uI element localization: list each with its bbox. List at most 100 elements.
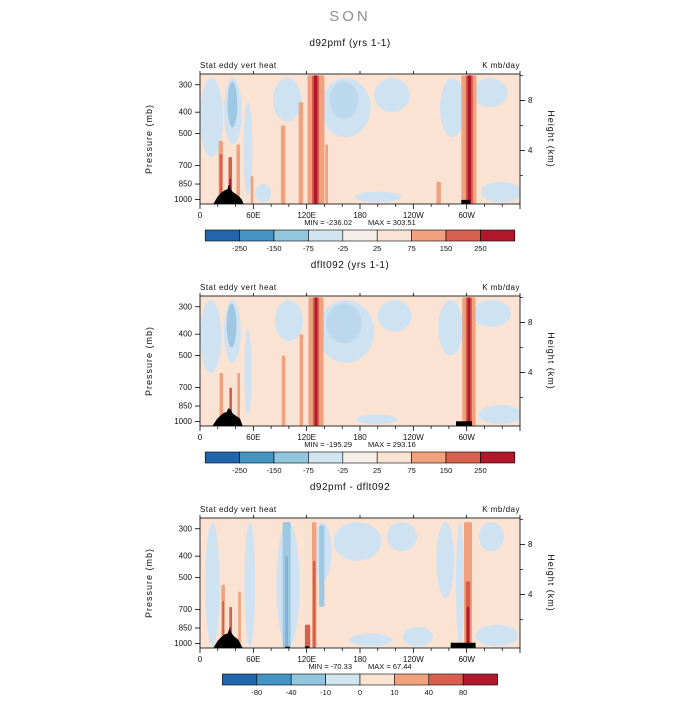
contour-feature xyxy=(480,181,520,203)
pressure-tick-label: 300 xyxy=(179,524,193,533)
contour-field xyxy=(200,297,520,426)
pressure-tick-label: 500 xyxy=(179,129,193,138)
pressure-tick-label: 700 xyxy=(179,605,193,614)
contour-feature xyxy=(456,522,464,647)
colorbar-segment xyxy=(204,229,240,242)
colorbar-tick-label: 250 xyxy=(474,244,487,253)
contour-feature xyxy=(219,153,223,204)
contour-feature xyxy=(244,329,252,416)
contour-feature xyxy=(349,633,392,647)
panel-d92pmf: d92pmf (yrs 1-1) 0 60E 120E 180 120W 60W 300 40… xyxy=(0,36,700,258)
colorbar-segment xyxy=(273,451,309,464)
x-tick-label: 120E xyxy=(297,655,316,664)
contour-feature xyxy=(299,334,304,426)
contour-feature xyxy=(467,75,472,204)
contour-feature xyxy=(377,300,412,332)
panel-title: d92pmf (yrs 1-1) xyxy=(309,38,391,49)
min-label: MIN = -70.33 xyxy=(308,662,352,671)
contour-feature xyxy=(285,556,288,648)
contour-feature xyxy=(281,355,286,426)
colorbar-tick-label: -250 xyxy=(232,244,247,253)
contour-feature xyxy=(236,144,240,204)
contour-feature xyxy=(436,181,441,204)
contour-feature xyxy=(472,78,508,108)
pressure-tick-label: 700 xyxy=(179,161,193,170)
x-tick-label: 120W xyxy=(403,655,424,664)
pressure-tick-label: 850 xyxy=(179,624,193,633)
colorbar-segment xyxy=(308,451,344,464)
field-label: Stat eddy vert heat xyxy=(200,283,277,292)
colorbar-tick-label: 250 xyxy=(474,466,487,475)
colorbar-segment xyxy=(359,673,395,686)
topography xyxy=(213,184,244,204)
colorbar-segment xyxy=(204,451,240,464)
units-label: K mb/day xyxy=(482,505,520,514)
pressure-axis-label: Pressure (mb) xyxy=(144,104,154,174)
colorbar-tick-label: -75 xyxy=(303,244,314,253)
colorbar-tick-label: -25 xyxy=(337,244,348,253)
colorbar-segment xyxy=(376,229,412,242)
contour-feature xyxy=(274,300,304,342)
contour-feature xyxy=(438,300,464,356)
pressure-tick-label: 400 xyxy=(179,330,193,339)
pressure-tick-label: 850 xyxy=(179,402,193,411)
colorbar-tick-label: 150 xyxy=(440,244,453,253)
contour-feature xyxy=(325,144,328,204)
panel-plot: 0 60E 120E 180 120W 60W300400500700850100084P… xyxy=(144,505,556,697)
height-axis-label: Height (km) xyxy=(546,554,556,612)
contour-feature xyxy=(255,184,272,203)
colorbar-segment xyxy=(256,673,292,686)
units-label: K mb/day xyxy=(482,61,520,70)
x-tick-label: 60E xyxy=(246,211,260,220)
pressure-tick-label: 500 xyxy=(179,573,193,582)
contour-feature xyxy=(227,81,238,128)
pressure-tick-label: 300 xyxy=(179,302,193,311)
x-tick-label: 60E xyxy=(246,655,260,664)
contour-feature xyxy=(326,303,362,344)
panel-plot: 0 60E 120E 180 120W 60W300400500700850100084P… xyxy=(144,283,556,475)
colorbar-tick-label: 75 xyxy=(407,244,415,253)
height-tick-label: 4 xyxy=(528,368,533,377)
contour-feature xyxy=(356,414,398,425)
height-tick-label: 8 xyxy=(528,540,533,549)
colorbar-tick-label: 75 xyxy=(407,466,415,475)
contour-feature xyxy=(329,81,359,120)
topography xyxy=(456,421,472,426)
height-axis-label: Height (km) xyxy=(546,110,556,168)
colorbar-segment xyxy=(445,451,481,464)
pressure-tick-label: 1000 xyxy=(174,639,192,648)
units-label: K mb/day xyxy=(482,283,520,292)
colorbar-tick-label: -150 xyxy=(266,466,281,475)
colorbar-segment xyxy=(445,229,481,242)
height-tick-label: 4 xyxy=(528,590,533,599)
colorbar-segment xyxy=(342,451,378,464)
contour-feature xyxy=(436,522,455,598)
colorbar-segment xyxy=(376,451,412,464)
contour-feature xyxy=(314,297,318,426)
contour-feature xyxy=(219,372,224,426)
x-tick-label: 60W xyxy=(458,655,475,664)
contour-field xyxy=(205,522,519,648)
x-tick-label: 120E xyxy=(297,211,316,220)
contour-feature xyxy=(304,624,311,648)
contour-feature xyxy=(466,606,470,648)
topography xyxy=(450,642,476,648)
contour-feature xyxy=(402,626,433,647)
contour-feature xyxy=(479,404,520,425)
pressure-axis-label: Pressure (mb) xyxy=(144,548,154,618)
contour-feature xyxy=(237,372,240,426)
colorbar-tick-label: 80 xyxy=(459,688,467,697)
pressure-tick-label: 400 xyxy=(179,552,193,561)
contour-feature xyxy=(298,102,304,204)
panel-difference: d92pmf - dflt092 0 60E 120E 180 120W 60W 300 40… xyxy=(0,480,700,702)
contour-feature xyxy=(386,522,417,552)
contour-feature xyxy=(467,297,471,426)
contour-feature xyxy=(319,525,325,607)
contour-feature xyxy=(243,102,253,196)
contour-feature xyxy=(226,303,237,348)
colorbar-segment xyxy=(239,229,275,242)
contour-feature xyxy=(472,300,512,327)
contour-feature xyxy=(280,125,286,204)
colorbar-tick-label: -80 xyxy=(251,688,262,697)
colorbar-tick-label: 40 xyxy=(425,688,433,697)
